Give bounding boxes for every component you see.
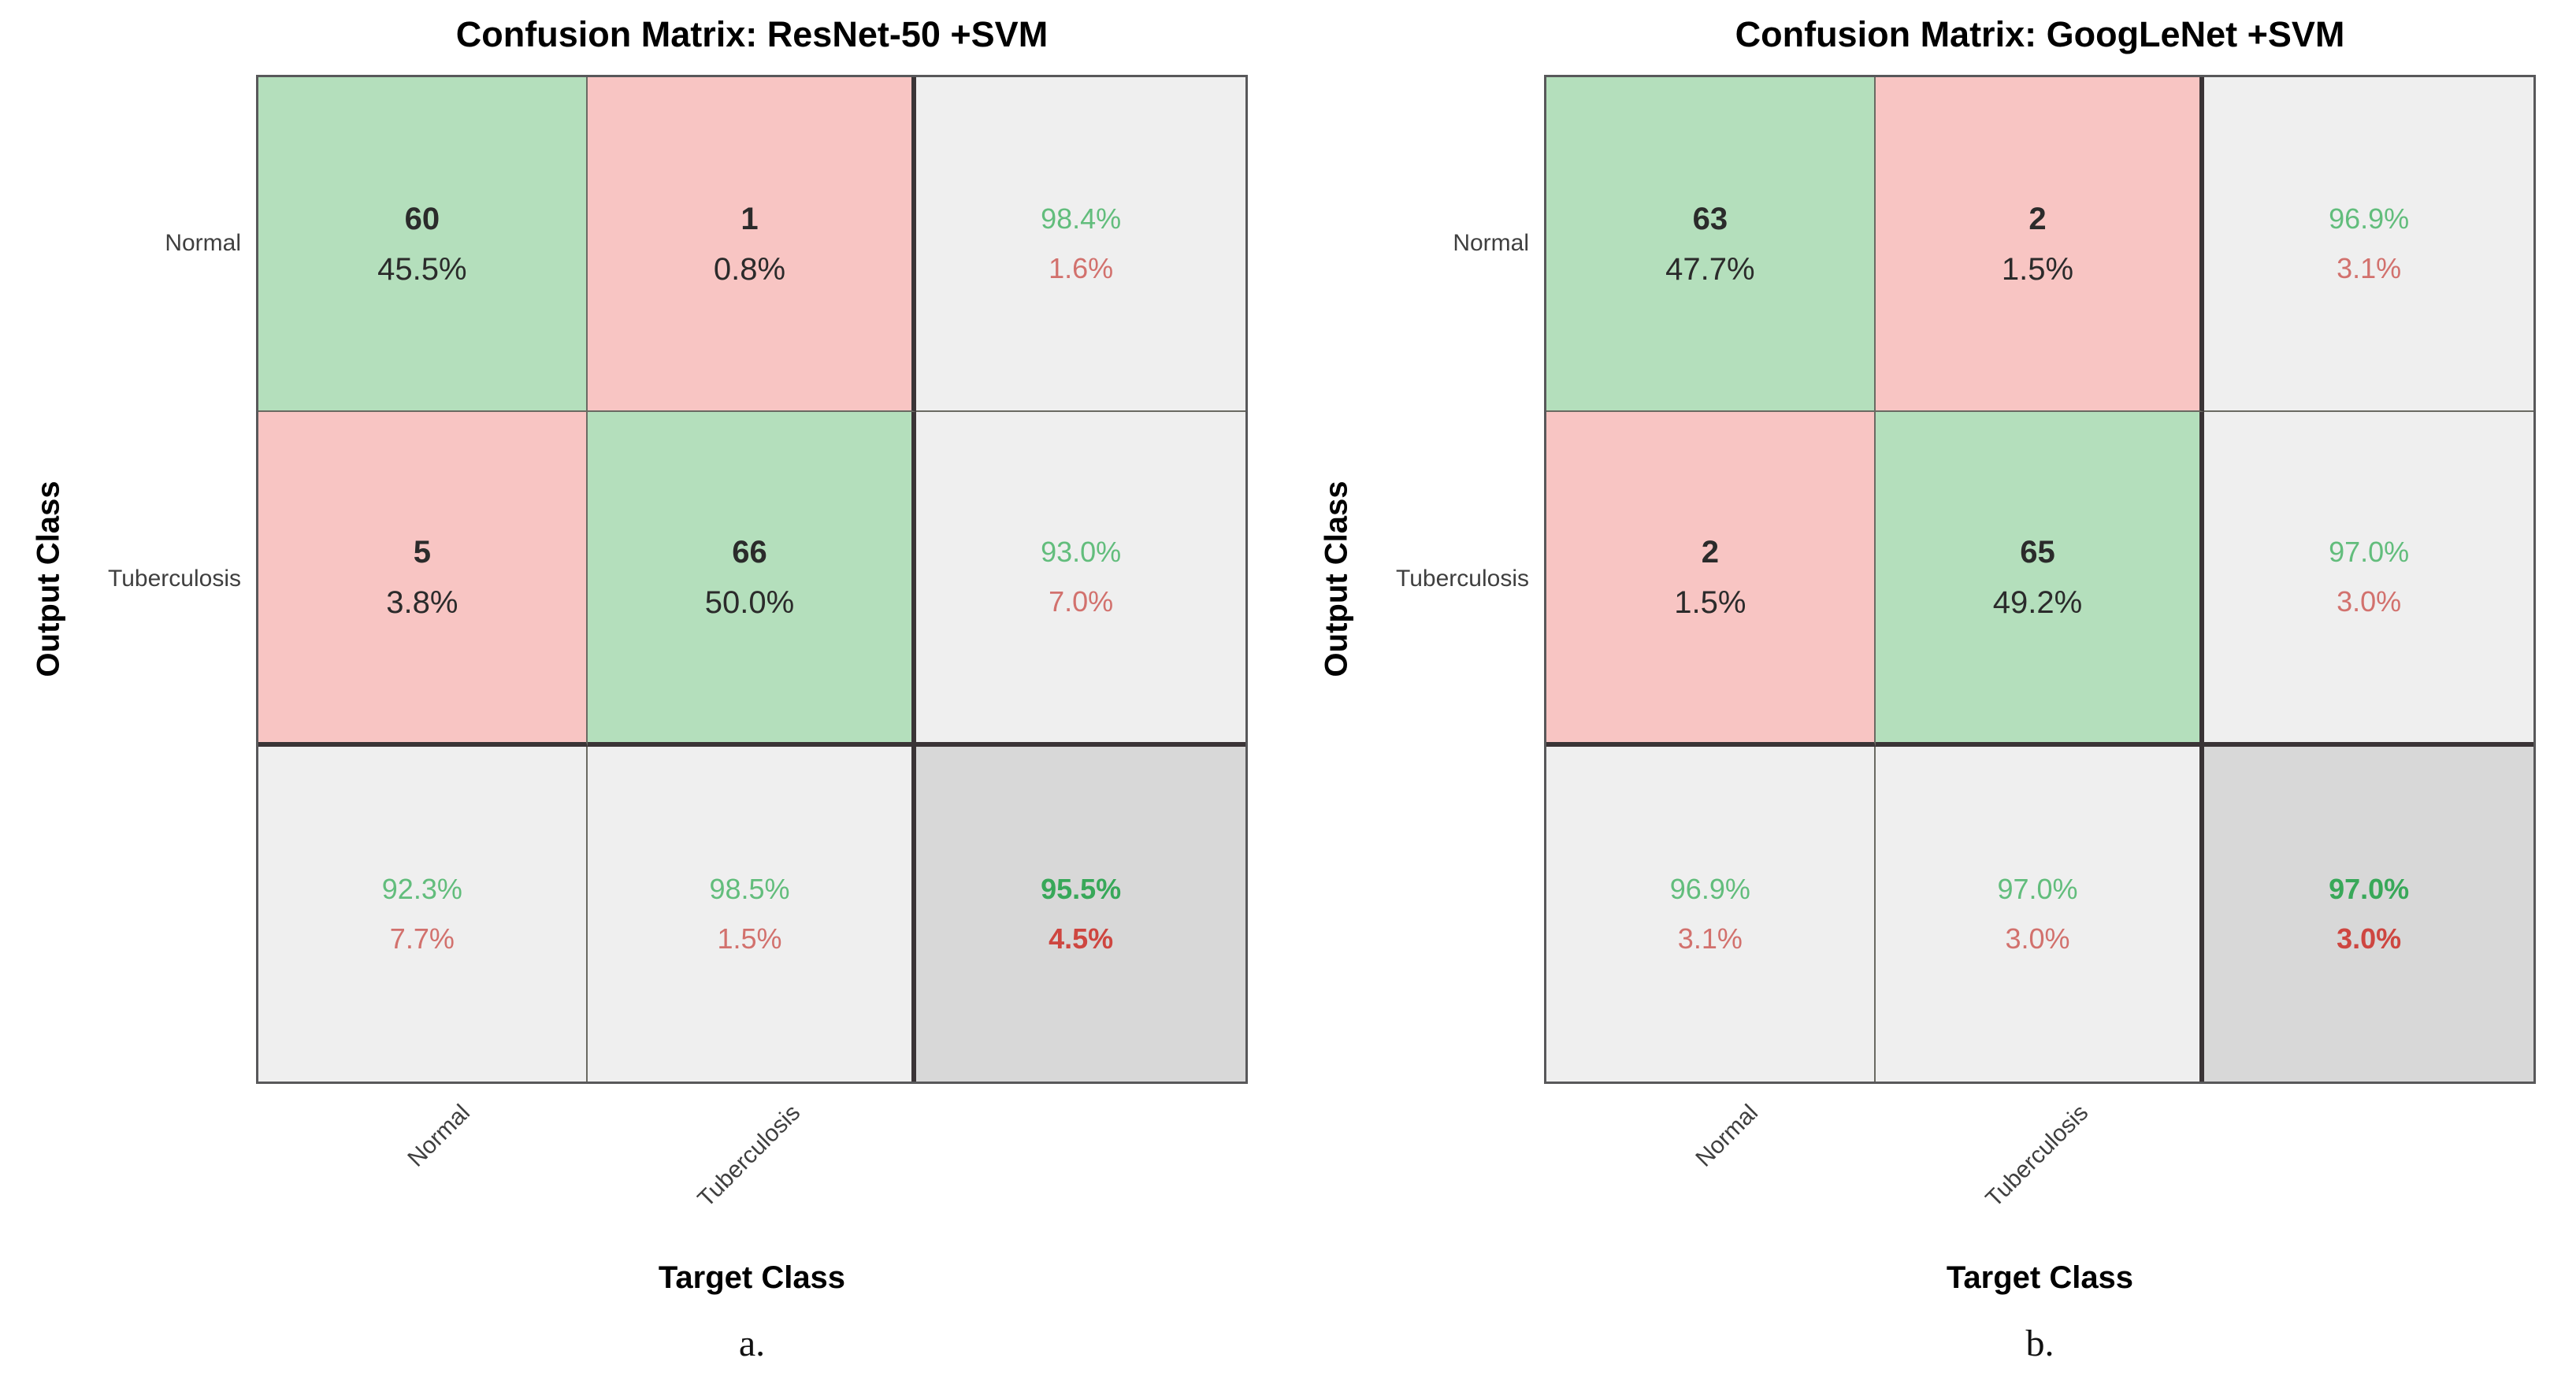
cell-positive-percent: 92.3% — [381, 872, 462, 905]
panel-a-row-label-tuberculosis: Tuberculosis — [108, 566, 241, 592]
cell-percent: 45.5% — [377, 251, 467, 287]
cell-percent: 1.5% — [1674, 584, 1746, 620]
matrix-cell-overall-accuracy: 95.5% 4.5% — [916, 747, 1245, 1082]
panel-b: Confusion Matrix: GoogLeNet +SVM Output … — [1288, 0, 2576, 1384]
cell-count: 65 — [2020, 534, 2055, 570]
cell-positive-percent: 98.5% — [709, 872, 790, 905]
cell-negative-percent: 1.5% — [717, 922, 782, 955]
panel-b-row-label-tuberculosis: Tuberculosis — [1396, 566, 1529, 592]
cell-negative-percent: 3.0% — [2005, 922, 2070, 955]
panel-b-col-label-tuberculosis: Tuberculosis — [1980, 1100, 2094, 1212]
cell-positive-percent: 98.4% — [1041, 202, 1122, 235]
matrix-cell-r0c1: 1 0.8% — [587, 77, 917, 412]
cell-count: 63 — [1692, 201, 1728, 236]
matrix-cell-r0c0: 60 45.5% — [258, 77, 588, 412]
cell-negative-percent: 7.7% — [389, 922, 455, 955]
matrix-cell-r1c0: 2 1.5% — [1546, 412, 1876, 747]
cell-negative-percent: 3.1% — [1677, 922, 1743, 955]
cell-count: 66 — [732, 534, 767, 570]
panel-a-x-axis-label: Target Class — [658, 1260, 846, 1295]
cell-negative-percent: 7.0% — [1049, 584, 1114, 618]
cell-percent: 50.0% — [704, 584, 795, 620]
cell-positive-percent: 97.0% — [2329, 535, 2410, 568]
matrix-cell-r1c1: 66 50.0% — [587, 412, 917, 747]
cell-positive-percent: 93.0% — [1041, 535, 1122, 568]
cell-count: 5 — [413, 534, 431, 570]
cell-negative-percent: 1.6% — [1049, 251, 1114, 284]
panel-a: Confusion Matrix: ResNet-50 +SVM Output … — [31, 14, 1248, 1364]
cell-positive-percent: 97.0% — [2329, 872, 2410, 905]
cell-positive-percent: 97.0% — [1997, 872, 2078, 905]
cell-count: 1 — [741, 201, 759, 236]
matrix-cell-r1c1: 65 49.2% — [1875, 412, 2205, 747]
panel-b-title: Confusion Matrix: GoogLeNet +SVM — [1735, 14, 2345, 54]
panel-a-row-label-normal: Normal — [165, 230, 241, 256]
panel-a-y-axis-label: Output Class — [31, 481, 66, 677]
panel-b-caption: b. — [2025, 1323, 2054, 1364]
matrix-cell-row-summary-r1: 93.0% 7.0% — [916, 412, 1245, 747]
panel-a-caption: a. — [738, 1323, 766, 1364]
panel-b-y-axis-label: Output Class — [1319, 481, 1354, 677]
cell-positive-percent: 96.9% — [2329, 202, 2410, 235]
matrix-cell-row-summary-r0: 96.9% 3.1% — [2204, 77, 2533, 412]
panel-a-confusion-matrix: 60 45.5% 1 0.8% 98.4% 1.6% 5 3.8% 66 50.… — [256, 75, 1248, 1084]
matrix-cell-r0c1: 2 1.5% — [1875, 77, 2205, 412]
panel-b-col-label-normal: Normal — [1691, 1100, 1764, 1172]
panel-b-x-axis-label: Target Class — [1946, 1260, 2134, 1295]
panel-b-row-label-normal: Normal — [1453, 230, 1529, 256]
panel-a-col-label-normal: Normal — [403, 1100, 476, 1172]
cell-negative-percent: 3.0% — [2337, 922, 2402, 955]
cell-negative-percent: 4.5% — [1049, 922, 1114, 955]
cell-percent: 0.8% — [713, 251, 786, 287]
panel-b-confusion-matrix: 63 47.7% 2 1.5% 96.9% 3.1% 2 1.5% 65 49.… — [1544, 75, 2536, 1084]
matrix-cell-row-summary-r1: 97.0% 3.0% — [2204, 412, 2533, 747]
cell-negative-percent: 3.1% — [2337, 251, 2402, 284]
cell-count: 2 — [2029, 201, 2047, 236]
cell-percent: 49.2% — [1992, 584, 2083, 620]
cell-negative-percent: 3.0% — [2337, 584, 2402, 618]
cell-positive-percent: 96.9% — [1669, 872, 1750, 905]
cell-percent: 3.8% — [386, 584, 458, 620]
matrix-cell-col-summary-c0: 96.9% 3.1% — [1546, 747, 1876, 1082]
panel-a-title: Confusion Matrix: ResNet-50 +SVM — [455, 14, 1049, 54]
matrix-cell-row-summary-r0: 98.4% 1.6% — [916, 77, 1245, 412]
panel-a-col-label-tuberculosis: Tuberculosis — [692, 1100, 806, 1212]
matrix-cell-r0c0: 63 47.7% — [1546, 77, 1876, 412]
matrix-cell-col-summary-c1: 98.5% 1.5% — [587, 747, 917, 1082]
matrix-cell-r1c0: 5 3.8% — [258, 412, 588, 747]
cell-percent: 47.7% — [1665, 251, 1755, 287]
cell-count: 60 — [404, 201, 440, 236]
matrix-cell-col-summary-c0: 92.3% 7.7% — [258, 747, 588, 1082]
cell-positive-percent: 95.5% — [1041, 872, 1122, 905]
matrix-cell-col-summary-c1: 97.0% 3.0% — [1875, 747, 2205, 1082]
cell-percent: 1.5% — [2001, 251, 2074, 287]
matrix-cell-overall-accuracy: 97.0% 3.0% — [2204, 747, 2533, 1082]
cell-count: 2 — [1701, 534, 1719, 570]
